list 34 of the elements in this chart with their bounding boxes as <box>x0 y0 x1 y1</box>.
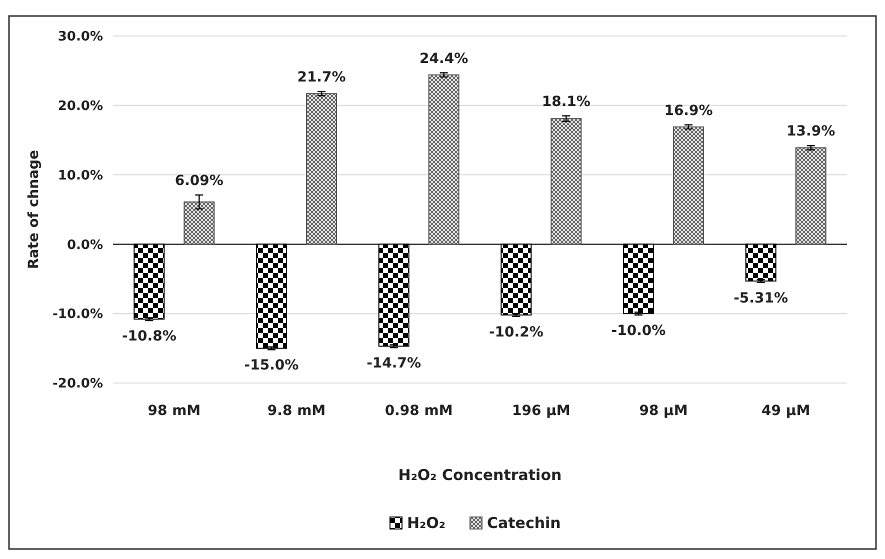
y-tick-label: 0.0% <box>66 238 103 253</box>
y-tick-label: 10.0% <box>58 168 103 184</box>
x-tick-label: 49 µM <box>762 403 810 419</box>
y-tick-label: -10.0% <box>52 307 103 322</box>
bar <box>673 126 704 245</box>
data-label: -10.0% <box>611 322 666 339</box>
bar <box>795 147 826 245</box>
bar <box>306 93 337 245</box>
bar <box>184 201 215 245</box>
y-tick-label: -20.0% <box>52 376 103 392</box>
x-tick-label: 98 µM <box>639 403 688 419</box>
data-label: 13.9% <box>786 124 836 140</box>
data-label: -5.31% <box>734 290 788 306</box>
x-tick-label: 9.8 mM <box>267 403 326 419</box>
x-tick-label: 98 mM <box>148 403 201 419</box>
data-label: 24.4% <box>420 50 468 67</box>
x-axis-title: H₂O₂ Concentration <box>398 466 562 484</box>
data-label: -10.8% <box>122 328 176 345</box>
x-tick-label: 0.98 mM <box>384 403 453 419</box>
legend-label: H₂O₂ <box>407 514 446 532</box>
x-tick-label: 196 µM <box>512 403 570 419</box>
data-label: -14.7% <box>366 356 422 372</box>
bar <box>550 118 582 245</box>
data-label: 16.9% <box>664 102 713 119</box>
data-label: 18.1% <box>542 94 590 110</box>
data-label: -15.0% <box>244 358 299 374</box>
bar <box>428 74 460 245</box>
legend-label: Catechin <box>487 514 561 532</box>
data-label: 6.09% <box>174 172 224 189</box>
data-label: 21.7% <box>297 70 346 86</box>
y-tick-label: 30.0% <box>58 30 103 45</box>
data-label: -10.2% <box>488 324 544 340</box>
y-axis-title: Rate of chnage <box>26 150 42 270</box>
y-tick-label: 20.0% <box>58 98 103 114</box>
